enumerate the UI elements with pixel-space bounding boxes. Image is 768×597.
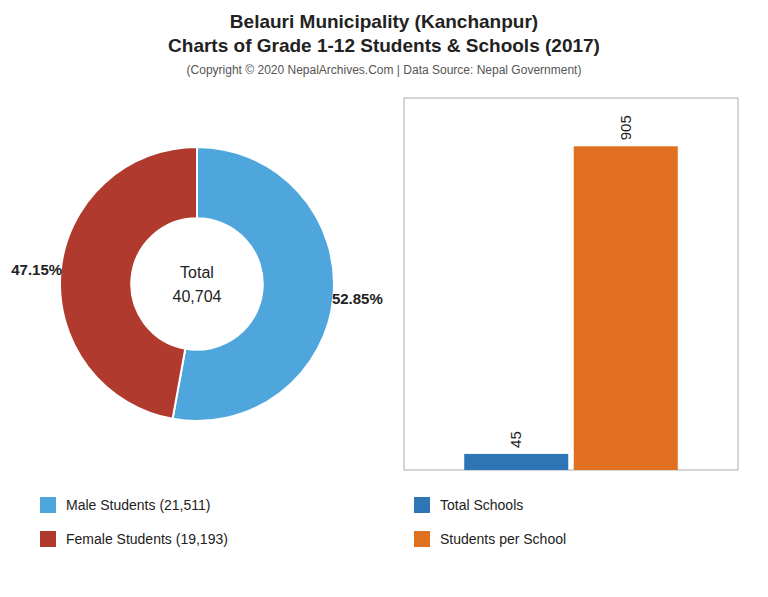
legend-label: Female Students (19,193) [66, 531, 228, 547]
pie [60, 147, 334, 421]
center-annotation: 40,704 [173, 288, 222, 305]
data-label: 47.15% [11, 261, 62, 278]
legend-swatch [40, 531, 56, 547]
bars [464, 146, 678, 470]
legend: Male Students (21,511) Female Students (1… [40, 497, 228, 547]
legend-swatch [414, 497, 430, 513]
bar [574, 146, 678, 470]
plot-frame [404, 98, 738, 470]
data-label: 45 [507, 431, 524, 448]
data-labels: 52.85% 47.15% [11, 261, 383, 307]
data-label: 52.85% [332, 290, 383, 307]
pie-slice [60, 147, 197, 419]
center-annotation: Total [180, 264, 214, 281]
chart-root: Belauri Municipality (Kanchanpur)Charts … [0, 0, 768, 597]
legend: Total Schools Students per School [414, 497, 566, 547]
legend-swatch [414, 531, 430, 547]
subtitle: (Copyright © 2020 NepalArchives.Com | Da… [187, 63, 582, 77]
bar [464, 454, 568, 470]
legend-label: Male Students (21,511) [66, 497, 211, 513]
data-labels: 45 905 [507, 115, 634, 448]
legend-label: Students per School [440, 531, 566, 547]
title: Belauri Municipality (Kanchanpur)Charts … [168, 11, 600, 56]
legend-swatch [40, 497, 56, 513]
legend-label: Total Schools [440, 497, 523, 513]
data-label: 905 [617, 115, 634, 140]
